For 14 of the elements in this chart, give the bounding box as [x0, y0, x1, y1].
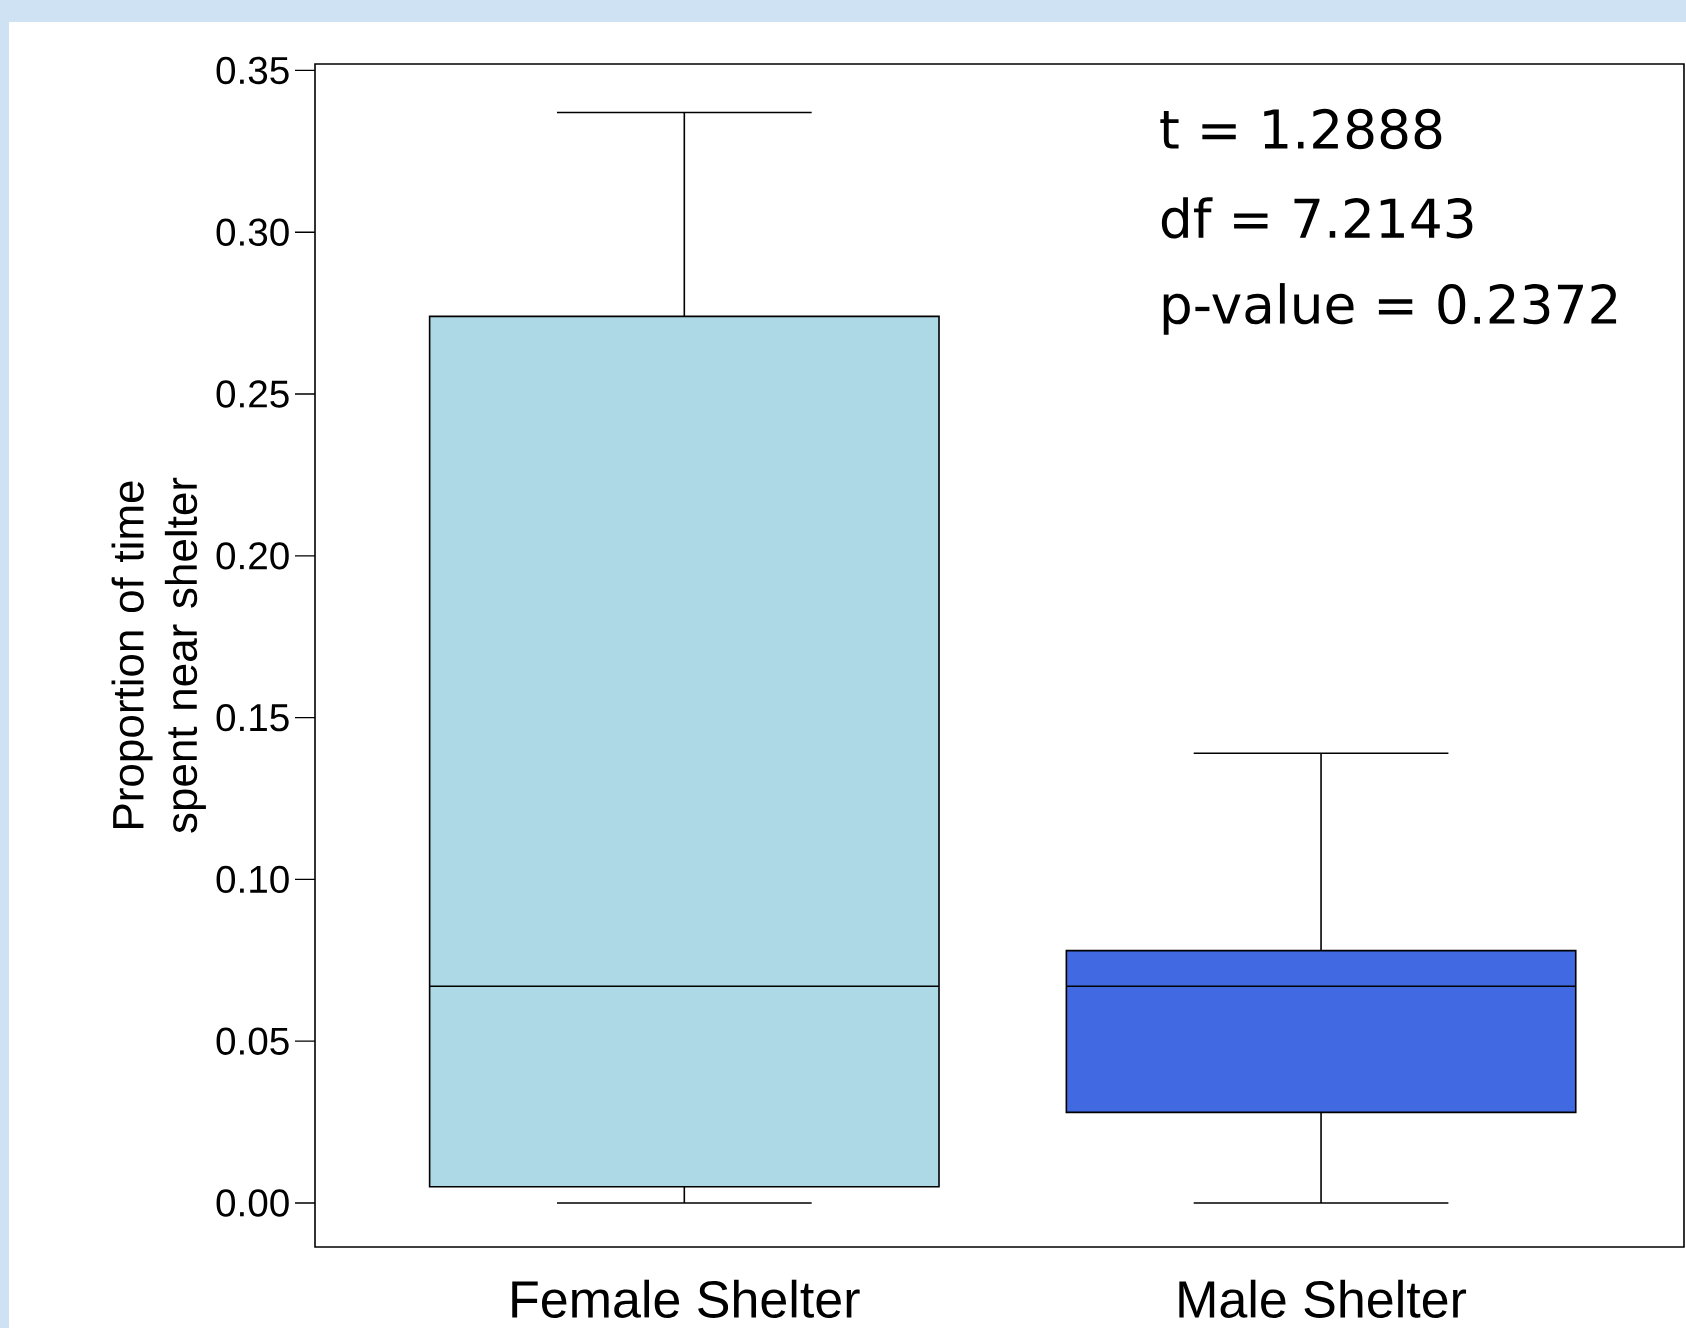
y-tick-label: 0.05 — [216, 1027, 289, 1055]
annotation: t = 1.2888 — [1160, 108, 1442, 150]
annotation: df = 7.2143 — [1161, 197, 1473, 239]
y-tick-label: 0.10 — [216, 865, 289, 894]
x-tick-label: Female Shelter — [512, 1279, 860, 1318]
y-tick-label: 0.20 — [216, 542, 289, 570]
y-tick-label: 0.30 — [216, 218, 289, 246]
y-axis-title: Proportion of time spent near shelter — [111, 477, 206, 833]
annotation: p-value = 0.2372 — [1163, 283, 1617, 335]
y-tick-label: 0.35 — [216, 56, 289, 85]
x-tick-label: Male Shelter — [1179, 1279, 1467, 1318]
y-tick-label: 0.00 — [216, 1189, 289, 1217]
y-tick-label: 0.15 — [216, 703, 289, 732]
y-tick-label: 0.25 — [216, 380, 289, 408]
